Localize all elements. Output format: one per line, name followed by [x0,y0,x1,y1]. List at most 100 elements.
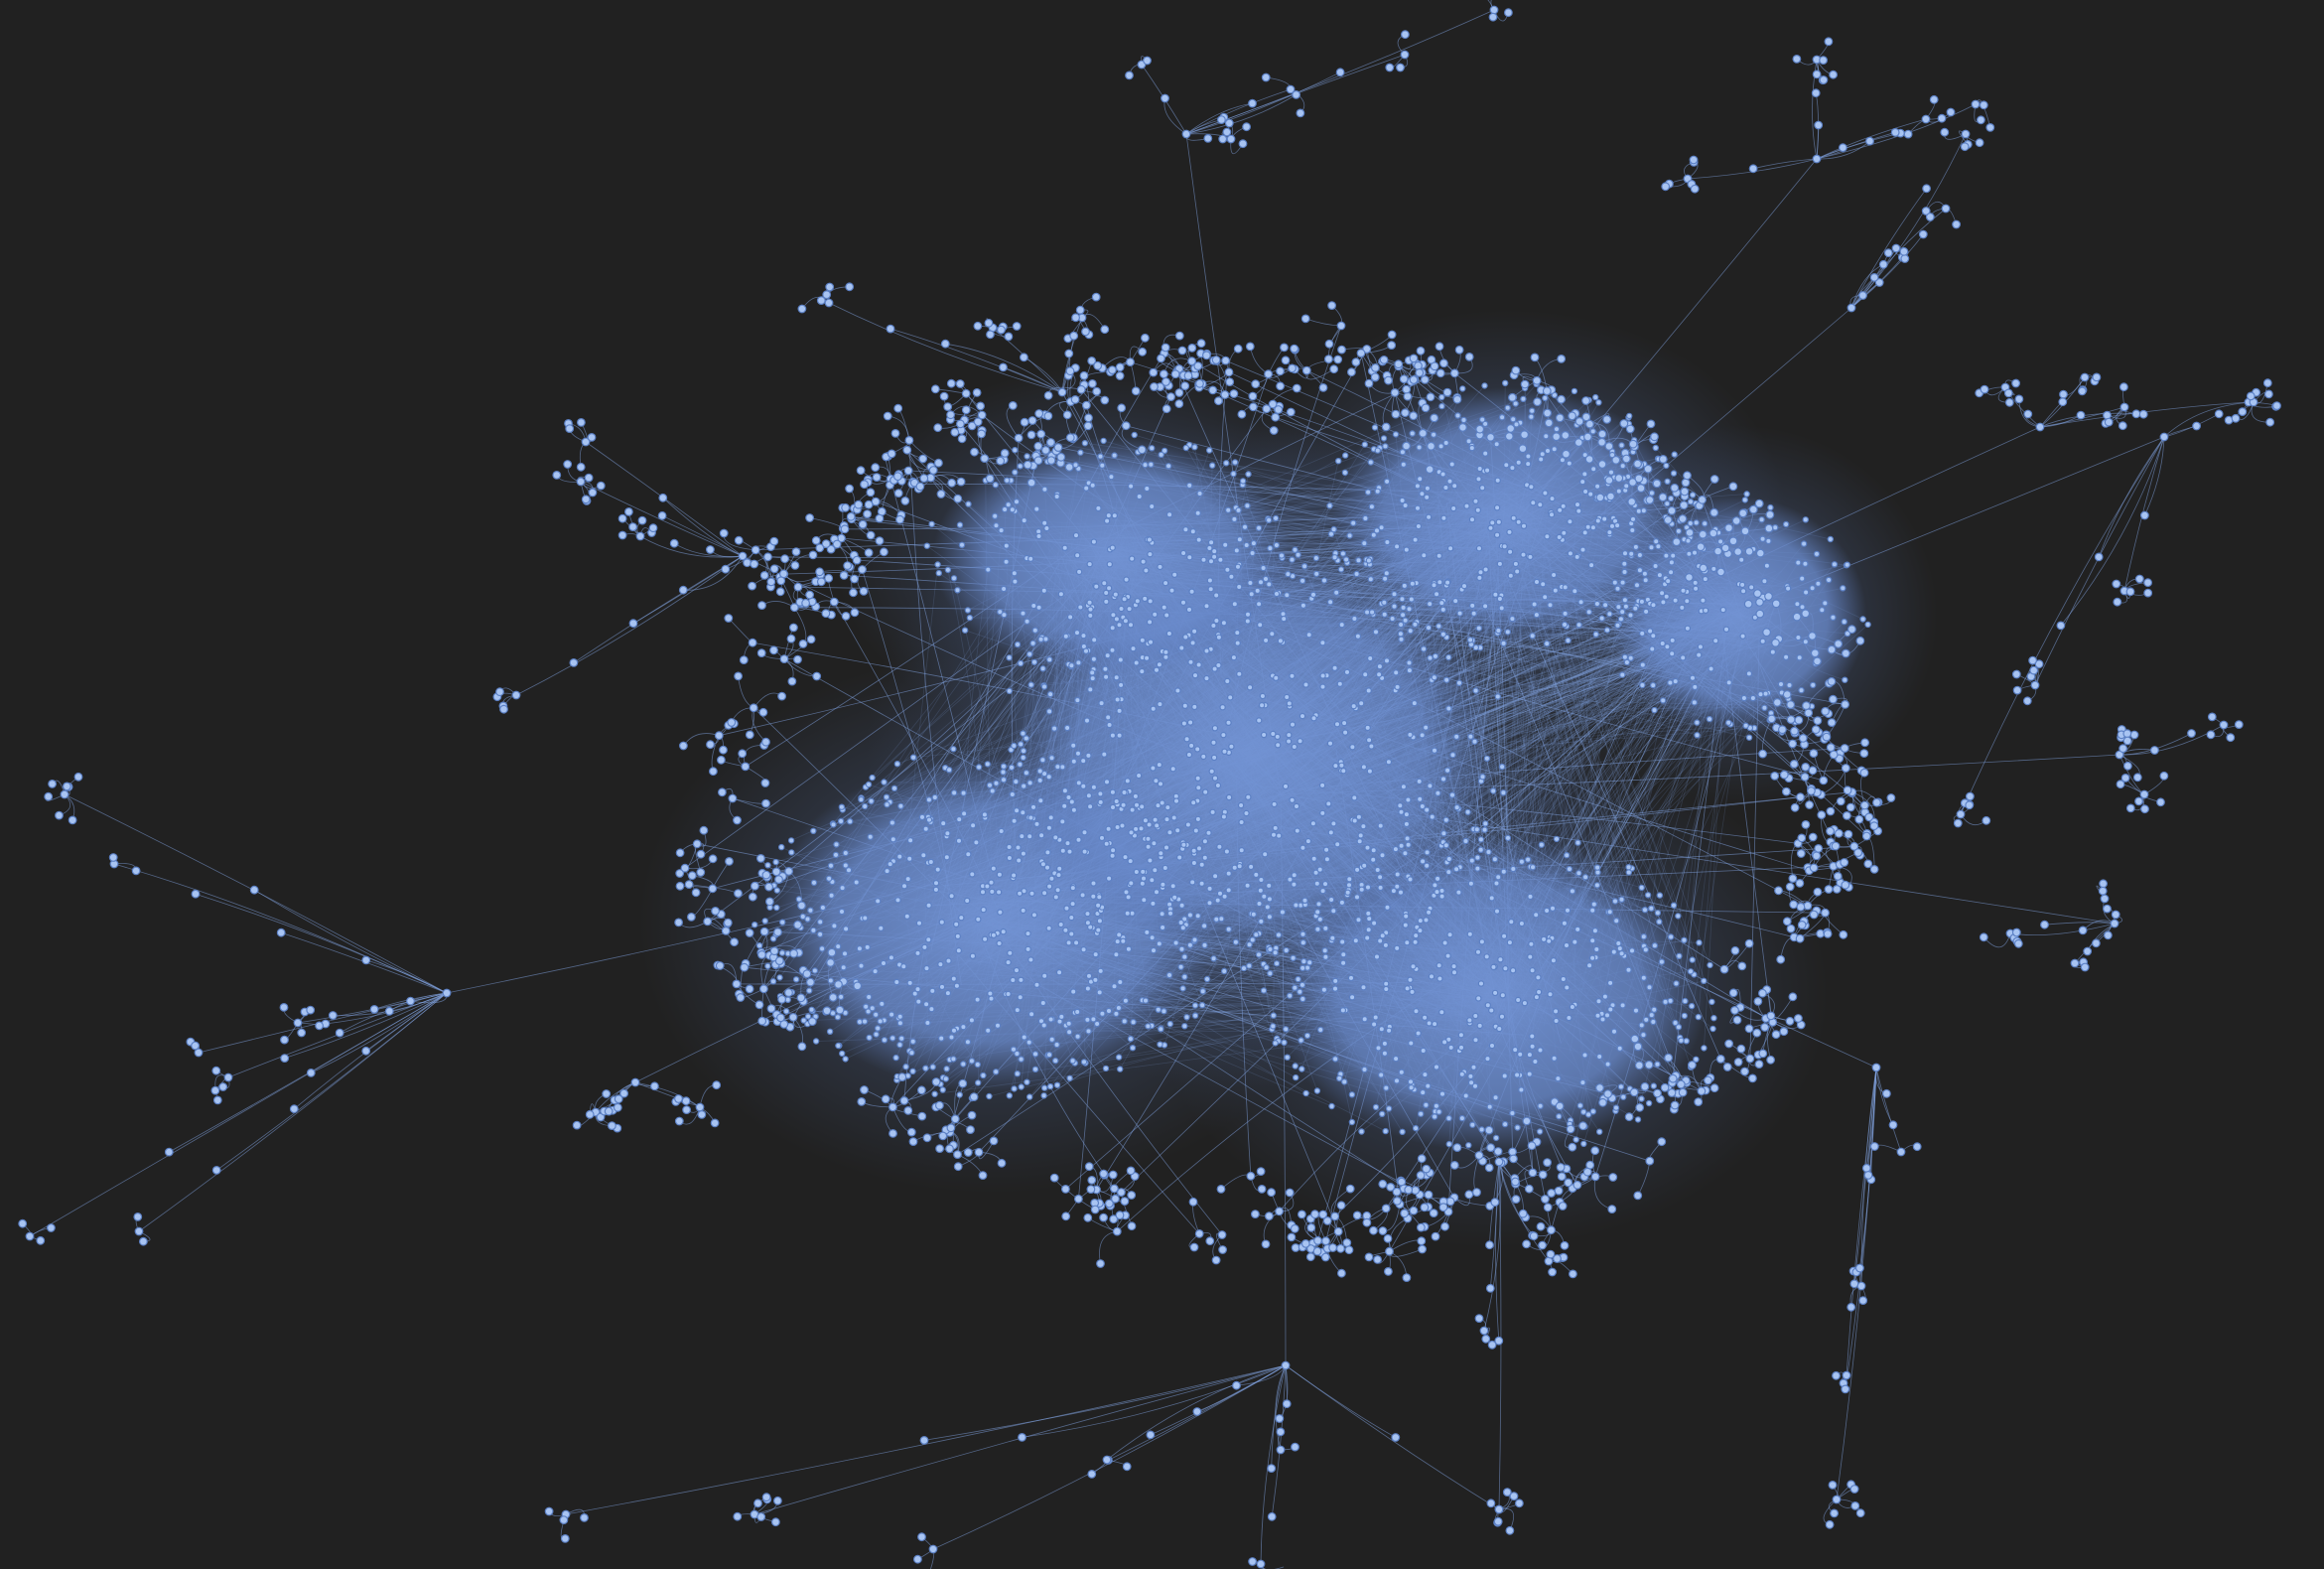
graph-node[interactable] [965,851,972,858]
graph-node[interactable] [1467,1072,1474,1080]
graph-node[interactable] [1021,1034,1027,1041]
graph-node[interactable] [975,916,982,924]
graph-node[interactable] [1410,963,1417,970]
graph-node[interactable] [1619,1002,1626,1009]
graph-node[interactable] [950,789,958,796]
graph-node[interactable] [1436,975,1443,982]
graph-node[interactable] [1555,1074,1562,1082]
graph-node[interactable] [1506,938,1514,946]
graph-node[interactable] [1584,1111,1592,1118]
graph-node[interactable] [1611,898,1619,905]
graph-node[interactable] [1234,640,1241,646]
graph-node[interactable] [1550,957,1558,964]
graph-node[interactable] [1178,902,1185,910]
graph-node[interactable] [1547,602,1554,609]
graph-node[interactable] [950,975,958,982]
graph-node[interactable] [1183,1014,1190,1021]
graph-node[interactable] [1682,997,1689,1005]
graph-node[interactable] [1159,911,1165,918]
graph-node[interactable] [1701,1045,1708,1052]
graph-node[interactable] [993,1069,1000,1075]
graph-node[interactable] [909,1068,916,1075]
graph-node[interactable] [1474,854,1481,861]
graph-node[interactable] [1509,967,1517,974]
graph-node[interactable] [1434,875,1441,883]
graph-node[interactable] [1299,939,1307,946]
graph-node[interactable] [1275,931,1283,938]
graph-node[interactable] [1187,658,1194,666]
graph-node[interactable] [1499,992,1507,999]
graph-node[interactable] [1515,459,1522,466]
graph-node[interactable] [1488,895,1495,902]
graph-node[interactable] [772,858,779,866]
graph-node[interactable] [1652,562,1659,570]
graph-node[interactable] [1567,550,1574,557]
graph-node[interactable] [1203,975,1211,983]
graph-node[interactable] [787,837,795,844]
graph-node[interactable] [928,1005,935,1013]
graph-node[interactable] [866,1034,873,1042]
graph-node[interactable] [1478,416,1486,423]
graph-node[interactable] [1510,865,1517,873]
graph-node[interactable] [1435,962,1442,969]
graph-node[interactable] [1402,913,1410,920]
graph-node[interactable] [893,978,900,986]
graph-node[interactable] [1460,582,1468,590]
graph-node[interactable] [1427,654,1434,661]
graph-node[interactable] [1033,981,1040,989]
graph-node[interactable] [1045,824,1053,832]
graph-node[interactable] [1040,972,1048,979]
graph-node[interactable] [1510,514,1517,522]
graph-node[interactable] [1571,387,1578,395]
graph-node[interactable] [1421,552,1428,559]
graph-node[interactable] [1615,488,1623,495]
graph-node[interactable] [1069,988,1077,995]
graph-node[interactable] [1151,840,1158,847]
graph-node[interactable] [1577,599,1584,606]
graph-node[interactable] [806,987,813,994]
graph-node[interactable] [1575,622,1582,629]
graph-node[interactable] [1090,784,1098,791]
graph-node[interactable] [1377,1071,1385,1078]
graph-node[interactable] [1092,950,1099,958]
graph-node[interactable] [1399,596,1406,603]
graph-node[interactable] [1493,504,1501,511]
graph-node[interactable] [863,1003,870,1010]
graph-node[interactable] [845,867,853,874]
graph-node[interactable] [1372,1014,1379,1021]
graph-node[interactable] [1526,1070,1533,1077]
graph-node[interactable] [1536,1128,1544,1135]
graph-node[interactable] [1124,910,1131,917]
graph-node[interactable] [773,887,781,894]
graph-node[interactable] [996,939,1003,947]
graph-node[interactable] [858,795,865,803]
graph-node[interactable] [1560,502,1567,509]
graph-node[interactable] [875,1025,882,1032]
graph-node[interactable] [915,998,922,1005]
graph-node[interactable] [1020,783,1027,789]
graph-node[interactable] [1138,825,1145,832]
graph-node[interactable] [1504,629,1512,636]
graph-node[interactable] [1382,980,1390,987]
graph-node[interactable] [1400,461,1408,468]
graph-node[interactable] [865,781,873,788]
graph-node[interactable] [839,1050,846,1058]
graph-node[interactable] [872,967,879,975]
graph-node[interactable] [1059,818,1066,825]
graph-node[interactable] [1475,995,1482,1002]
graph-node[interactable] [1037,832,1045,839]
graph-node[interactable] [1472,1036,1479,1044]
graph-node[interactable] [1650,1006,1658,1014]
graph-node[interactable] [1406,606,1413,613]
graph-node[interactable] [1348,1118,1356,1126]
graph-node[interactable] [1436,579,1443,586]
graph-node[interactable] [1341,469,1349,477]
graph-node[interactable] [1033,820,1040,828]
graph-node[interactable] [1472,498,1479,504]
graph-node[interactable] [1449,504,1457,512]
graph-node[interactable] [1433,1064,1440,1070]
graph-node[interactable] [1315,901,1322,908]
graph-node[interactable] [1638,1095,1645,1102]
graph-node[interactable] [1576,1102,1584,1109]
graph-node[interactable] [810,827,817,835]
